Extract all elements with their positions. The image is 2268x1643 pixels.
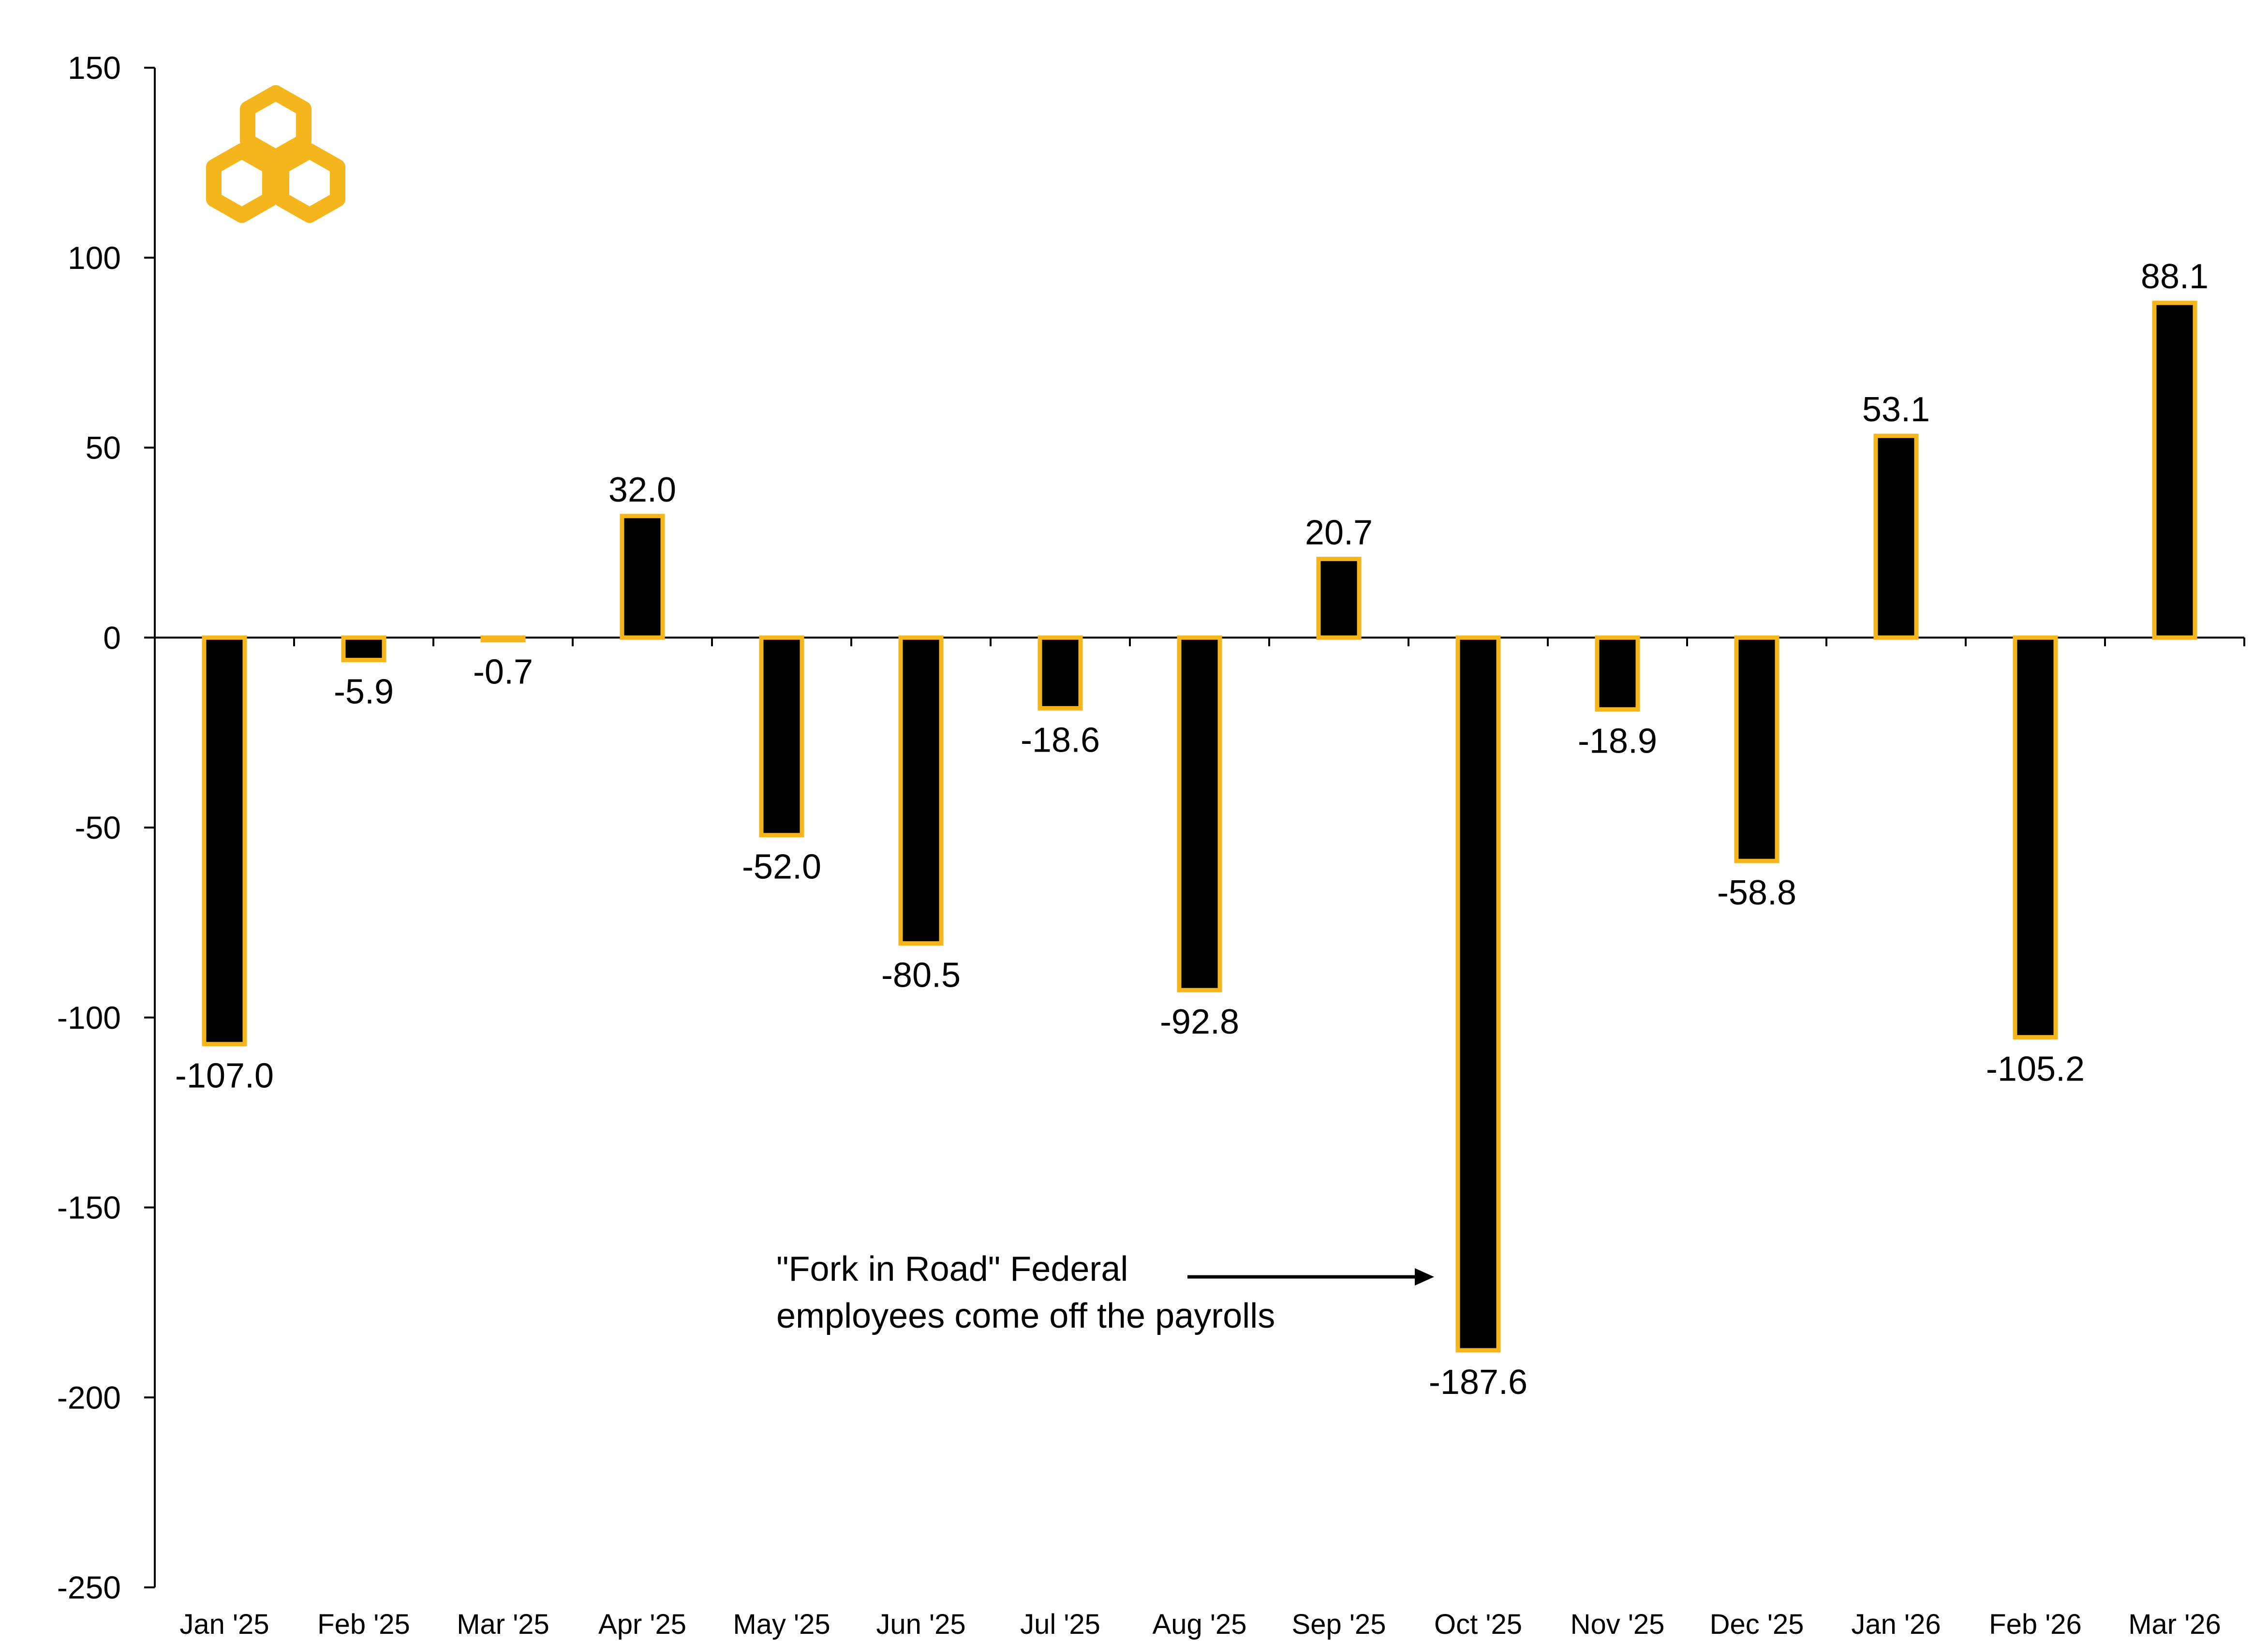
bar — [1455, 635, 1501, 1353]
x-category-label: Jul '25 — [1020, 1609, 1100, 1640]
annotation-line-2: employees come off the payrolls — [776, 1297, 1275, 1335]
y-tick-label: -50 — [75, 810, 121, 845]
bar — [1734, 635, 1779, 863]
x-category-label: Feb '26 — [1989, 1609, 2082, 1640]
x-category-label: Apr '25 — [598, 1609, 686, 1640]
bar-data-label: 53.1 — [1862, 390, 1930, 429]
y-tick-label: -250 — [57, 1569, 121, 1605]
y-tick-label: -150 — [57, 1190, 121, 1226]
bar — [202, 635, 247, 1047]
bar-data-label: 32.0 — [608, 471, 676, 509]
bar-data-label: -92.8 — [1160, 1003, 1239, 1041]
bar-data-label: -18.6 — [1021, 721, 1100, 759]
bar — [898, 635, 944, 946]
bar — [1038, 635, 1083, 710]
bar — [2152, 300, 2197, 640]
bar-data-label: -80.5 — [881, 956, 961, 995]
x-category-label: Mar '25 — [457, 1609, 549, 1640]
y-tick-label: 50 — [86, 430, 121, 466]
y-tick-label: 0 — [103, 620, 121, 655]
annotation: "Fork in Road" Federal employees come of… — [776, 1250, 1434, 1335]
bar — [480, 635, 526, 643]
bar — [1316, 557, 1362, 640]
bar-data-label: 88.1 — [2141, 257, 2209, 296]
x-category-label: Dec '25 — [1710, 1609, 1804, 1640]
data-labels: -107.0 -5.9 -0.7 32.0 -52.0 -80.5 -18.6 -92.8 20… — [175, 257, 2209, 1402]
bar-data-label: -58.8 — [1717, 873, 1796, 912]
y-tick-label: 100 — [68, 240, 121, 276]
x-category-label: Jan '26 — [1851, 1609, 1941, 1640]
y-axis: 150 100 50 0 -50 -100 -150 -200 -250 — [57, 50, 156, 1605]
bar-data-label: -52.0 — [742, 848, 821, 887]
annotation-arrowhead — [1415, 1268, 1434, 1286]
bar — [620, 514, 665, 640]
x-category-label: Mar '26 — [2128, 1609, 2221, 1640]
bar — [1595, 635, 1640, 712]
bar-data-label: -18.9 — [1578, 722, 1657, 761]
bar — [341, 635, 386, 663]
bar-data-label: -0.7 — [473, 653, 533, 692]
bar — [2013, 635, 2058, 1040]
bar-data-label: -105.2 — [1986, 1050, 2085, 1089]
x-category-label: Sep '25 — [1292, 1609, 1386, 1640]
bar-data-label: -107.0 — [175, 1057, 274, 1095]
bar — [1177, 635, 1222, 992]
bar-data-label: 20.7 — [1305, 514, 1373, 552]
x-category-label: Nov '25 — [1571, 1609, 1665, 1640]
x-category-label: Jun '25 — [876, 1609, 965, 1640]
bar — [1873, 433, 1919, 640]
x-category-label: May '25 — [733, 1609, 830, 1640]
brand-logo-icon — [206, 85, 345, 223]
y-tick-label: 150 — [68, 50, 121, 86]
bar — [759, 635, 804, 838]
bar-data-label: -5.9 — [334, 673, 394, 711]
y-tick-label: -100 — [57, 1000, 121, 1036]
x-category-label: Oct '25 — [1434, 1609, 1522, 1640]
x-category-label: Aug '25 — [1153, 1609, 1247, 1640]
bar-data-label: -187.6 — [1429, 1363, 1527, 1402]
x-category-label: Feb '25 — [317, 1609, 410, 1640]
bars — [202, 300, 2197, 1353]
y-tick-label: -200 — [57, 1379, 121, 1415]
annotation-line-1: "Fork in Road" Federal — [776, 1250, 1128, 1288]
x-category-label: Jan '25 — [179, 1609, 269, 1640]
